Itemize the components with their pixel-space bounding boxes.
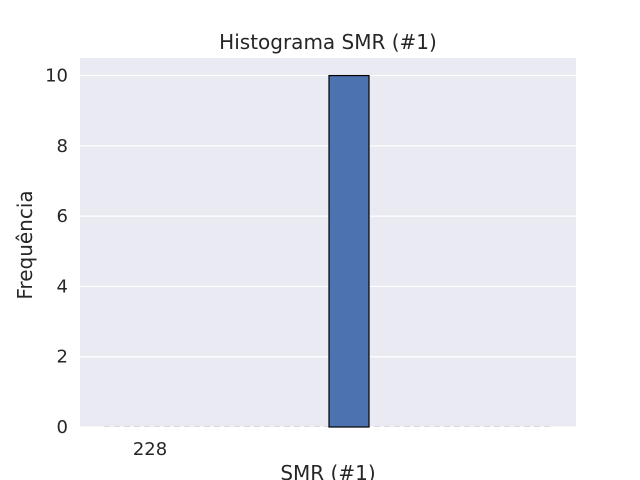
plot-area [80,58,576,427]
x-tick-label: 228 [133,439,167,460]
y-tick-label: 10 [45,66,68,87]
x-axis-title: SMR (#1) [280,461,375,480]
x-tick-labels: 228 [133,439,167,460]
bars [328,74,370,428]
y-tick-label: 8 [57,136,68,157]
y-tick-label: 0 [57,417,68,438]
y-tick-labels: 0 2 4 6 8 10 [45,66,68,438]
y-tick-label: 2 [57,347,68,368]
y-tick-label: 4 [57,276,68,297]
grid-lines [80,74,576,428]
y-axis-title: Frequência [13,190,37,299]
chart-title: Histograma SMR (#1) [219,30,437,54]
y-tick-label: 6 [57,206,68,227]
histogram-bar [328,74,370,428]
